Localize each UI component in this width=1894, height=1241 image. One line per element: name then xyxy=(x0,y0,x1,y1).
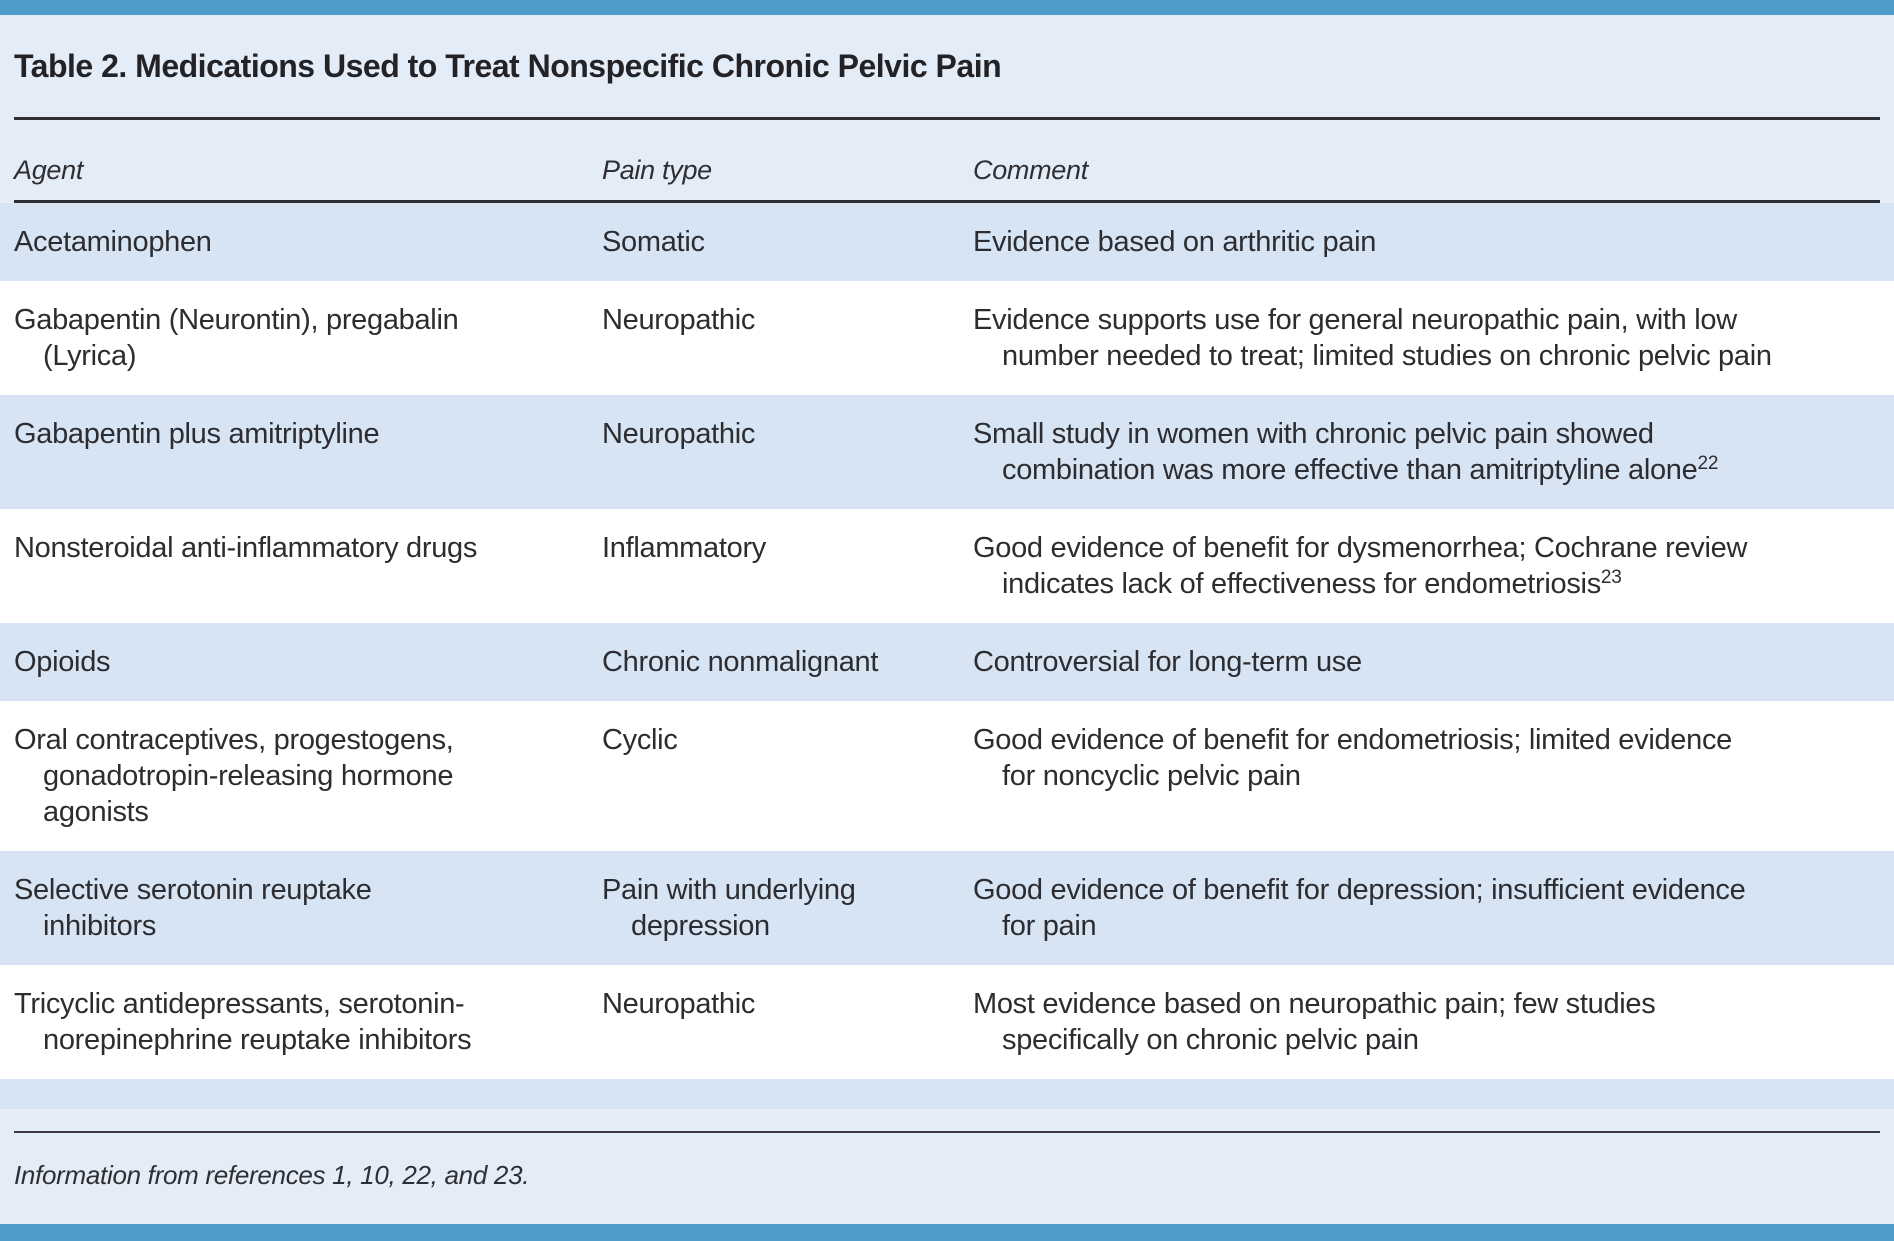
cell-line: Good evidence of benefit for depression;… xyxy=(973,874,1746,906)
cell-line: Cyclic xyxy=(602,724,678,756)
cell-line: Nonsteroidal anti-inflammatory drugs xyxy=(14,532,478,564)
table-footnote: Information from references 1, 10, 22, a… xyxy=(14,1160,530,1190)
cell-line: Selective serotonin reuptake xyxy=(14,874,372,906)
cell-line: specifically on chronic pelvic pain xyxy=(1002,1024,1419,1056)
agent-cell: Nonsteroidal anti-inflammatory drugs xyxy=(14,530,602,602)
comment-cell: Evidence based on arthritic pain xyxy=(973,224,1880,260)
comment-cell: Small study in women with chronic pelvic… xyxy=(973,416,1880,488)
table-row: Opioids Chronic nonmalignant Controversial… xyxy=(0,623,1894,701)
comment-cell: Evidence supports use for general neurop… xyxy=(973,302,1880,374)
comment-cell: Good evidence of benefit for depression;… xyxy=(973,872,1880,944)
cell-line: depression xyxy=(631,910,770,942)
cell-line: Evidence based on arthritic pain xyxy=(973,226,1377,258)
pain-type-cell: Neuropathic xyxy=(602,986,973,1058)
cell-line: Neuropathic xyxy=(602,988,756,1020)
cell-line: Neuropathic xyxy=(602,418,756,450)
cell-line: for pain xyxy=(1002,910,1097,942)
agent-cell: Selective serotonin reuptake inhibitors xyxy=(14,872,602,944)
pain-type-cell: Pain with underlying depression xyxy=(602,872,973,944)
cell-line: Tricyclic antidepressants, serotonin- xyxy=(14,988,465,1020)
agent-cell: Acetaminophen xyxy=(14,224,602,260)
cell-line: Good evidence of benefit for dysmenorrhe… xyxy=(973,532,1748,564)
table-row: Selective serotonin reuptake inhibitors Pa… xyxy=(0,851,1894,965)
pain-type-cell: Neuropathic xyxy=(602,302,973,374)
pain-type-cell: Chronic nonmalignant xyxy=(602,644,973,680)
comment-cell: Controversial for long-term use xyxy=(973,644,1880,680)
cell-line: Opioids xyxy=(14,646,111,678)
footer-gap xyxy=(0,1109,1894,1131)
cell-line: for noncyclic pelvic pain xyxy=(1002,760,1301,792)
agent-cell: Gabapentin plus amitriptyline xyxy=(14,416,602,488)
cell-line: Gabapentin (Neurontin), pregabalin xyxy=(14,304,459,336)
cell-line: (Lyrica) xyxy=(43,340,137,372)
pain-type-cell: Somatic xyxy=(602,224,973,260)
top-accent-bar xyxy=(0,0,1894,15)
cell-line: inhibitors xyxy=(43,910,157,942)
cell-line: Oral contraceptives, progestogens, xyxy=(14,724,454,756)
cell-line: norepinephrine reuptake inhibitors xyxy=(43,1024,472,1056)
cell-line: combination was more effective than amit… xyxy=(1002,453,1719,486)
pain-type-cell: Cyclic xyxy=(602,722,973,830)
table-footnote-section: Information from references 1, 10, 22, a… xyxy=(0,1133,1894,1224)
table-row: Tricyclic antidepressants, serotonin-nor… xyxy=(0,965,1894,1079)
cell-line: Evidence supports use for general neurop… xyxy=(973,304,1737,336)
cell-line: Most evidence based on neuropathic pain;… xyxy=(973,988,1656,1020)
agent-cell: Oral contraceptives, progestogens, gonado… xyxy=(14,722,602,830)
cell-line: Small study in women with chronic pelvic… xyxy=(973,418,1654,450)
cell-line: Good evidence of benefit for endometrios… xyxy=(973,724,1732,756)
table-row: Gabapentin (Neurontin), pregabalin (Lyric… xyxy=(0,281,1894,395)
cell-line: gonadotropin-releasing hormone xyxy=(43,760,454,792)
empty-row-band xyxy=(0,1079,1894,1109)
table-title-section: Table 2. Medications Used to Treat Nonsp… xyxy=(14,15,1880,120)
cell-line: Controversial for long-term use xyxy=(973,646,1362,678)
agent-cell: Opioids xyxy=(14,644,602,680)
table-row: Gabapentin plus amitriptyline Neuropathic… xyxy=(0,395,1894,509)
cell-line: indicates lack of effectiveness for endo… xyxy=(1002,567,1622,600)
table-body: Acetaminophen Somatic Evidence based on ar… xyxy=(0,203,1894,1079)
cell-line: Pain with underlying xyxy=(602,874,856,906)
comment-cell: Good evidence of benefit for dysmenorrhe… xyxy=(973,530,1880,602)
column-header-pain-type: Pain type xyxy=(602,155,712,185)
cell-line: Acetaminophen xyxy=(14,226,212,258)
cell-line: Chronic nonmalignant xyxy=(602,646,879,678)
pain-type-cell: Inflammatory xyxy=(602,530,973,602)
comment-cell: Most evidence based on neuropathic pain;… xyxy=(973,986,1880,1058)
comment-cell: Good evidence of benefit for endometrios… xyxy=(973,722,1880,830)
cell-line: number needed to treat; limited studies … xyxy=(1002,340,1772,372)
reference-superscript: 23 xyxy=(1600,567,1622,588)
column-header-comment: Comment xyxy=(973,155,1088,185)
cell-line: Somatic xyxy=(602,226,705,258)
table-row: Acetaminophen Somatic Evidence based on ar… xyxy=(0,203,1894,281)
bottom-accent-bar xyxy=(0,1224,1894,1241)
column-header-agent: Agent xyxy=(14,155,84,185)
table-column-headers: Agent Pain type Comment xyxy=(14,120,1880,203)
agent-cell: Tricyclic antidepressants, serotonin-nor… xyxy=(14,986,602,1058)
reference-superscript: 22 xyxy=(1697,453,1719,474)
agent-cell: Gabapentin (Neurontin), pregabalin (Lyric… xyxy=(14,302,602,374)
cell-line: Inflammatory xyxy=(602,532,766,564)
cell-line: agonists xyxy=(43,796,149,828)
table-row: Nonsteroidal anti-inflammatory drugs Infl… xyxy=(0,509,1894,623)
table-row: Oral contraceptives, progestogens, gonado… xyxy=(0,701,1894,851)
cell-line: Gabapentin plus amitriptyline xyxy=(14,418,380,450)
footer-rule xyxy=(14,1131,1880,1133)
table-title: Table 2. Medications Used to Treat Nonsp… xyxy=(14,48,1002,84)
pain-type-cell: Neuropathic xyxy=(602,416,973,488)
cell-line: Neuropathic xyxy=(602,304,756,336)
